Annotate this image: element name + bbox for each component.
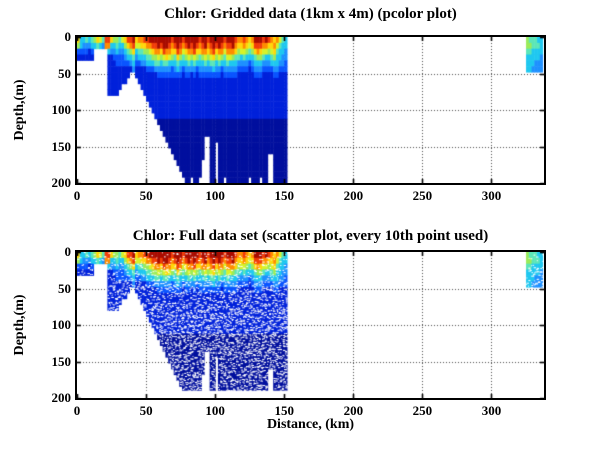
scatter-plot-area [75, 250, 546, 400]
distance-xlabel: Distance, (km) [266, 417, 355, 432]
x-tick-label: 150 [274, 403, 294, 418]
x-tick-label: 150 [274, 188, 294, 203]
x-tick-label: 0 [73, 403, 81, 418]
x-tick-label: 250 [412, 188, 433, 203]
x-tick-label: 300 [481, 188, 502, 203]
y-tick-label: 150 [51, 353, 72, 369]
x-tick-label: 100 [205, 188, 225, 203]
scatter-plot-canvas [77, 252, 544, 398]
scatter-plot-title: Chlor: Full data set (scatter plot, ever… [132, 228, 489, 244]
x-tick-label: 250 [412, 403, 433, 418]
x-tick-label: 0 [73, 188, 81, 203]
scatter-ylabel: Depth,(m) [12, 294, 27, 356]
y-tick-label: 0 [64, 244, 72, 259]
y-tick-label: 150 [51, 138, 72, 154]
y-tick-label: 0 [64, 29, 72, 44]
pcolor-plot-canvas [77, 37, 544, 183]
y-tick-label: 50 [58, 65, 71, 81]
x-tick-label: 200 [343, 403, 364, 418]
y-tick-label: 200 [51, 175, 72, 190]
pcolor-plot-title: Chlor: Gridded data (1km x 4m) (pcolor p… [164, 6, 457, 22]
x-tick-label: 200 [343, 188, 364, 203]
y-tick-label: 100 [51, 102, 72, 117]
x-tick-label: 100 [205, 403, 225, 418]
pcolor-ylabel: Depth,(m) [12, 79, 27, 141]
y-tick-label: 200 [51, 390, 72, 405]
pcolor-plot-area [75, 35, 546, 185]
x-tick-label: 50 [139, 188, 153, 203]
x-tick-label: 300 [481, 403, 502, 418]
x-tick-label: 50 [139, 403, 153, 418]
y-tick-label: 50 [58, 280, 71, 296]
y-tick-label: 100 [51, 317, 72, 332]
